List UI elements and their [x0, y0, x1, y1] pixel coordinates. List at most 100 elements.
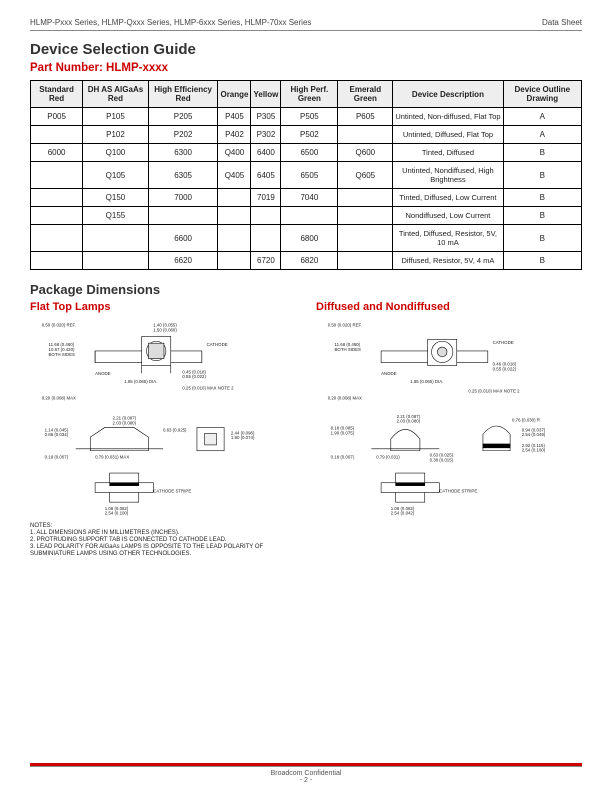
table-cell	[218, 207, 251, 225]
table-cell: Untinted, Non-diffused, Flat Top	[393, 108, 503, 126]
table-cell: 6400	[251, 144, 281, 162]
svg-text:2.03 (0.080): 2.03 (0.080)	[397, 419, 421, 424]
svg-text:0.79 (0.031) MAX: 0.79 (0.031) MAX	[95, 455, 129, 460]
table-cell: P102	[83, 126, 149, 144]
section-title: Device Selection Guide	[30, 41, 582, 58]
table-row: Q155Nondiffused, Low CurrentB	[31, 207, 582, 225]
table-cell	[31, 252, 83, 270]
table-cell: 6500	[281, 144, 338, 162]
svg-text:0.18 (0.007): 0.18 (0.007)	[331, 455, 355, 460]
page-header: HLMP-Pxxx Series, HLMP-Qxxx Series, HLMP…	[30, 18, 582, 31]
diffused-heading: Diffused and Nondiffused	[316, 301, 582, 313]
page-footer: Broadcom Confidential - 2 -	[30, 766, 582, 784]
flat-top-column: Flat Top Lamps 0.50 (0.020) REF. 1.40 (0…	[30, 301, 296, 517]
table-cell: A	[503, 126, 581, 144]
diffused-diagram-side: 2.21 (0.087) 2.03 (0.080) 8.18 (0.085) 1…	[316, 410, 582, 517]
table-cell: B	[503, 252, 581, 270]
table-header: Emerald Green	[338, 81, 393, 108]
footer-conf: Broadcom Confidential	[30, 770, 582, 777]
table-cell: 6505	[281, 162, 338, 189]
note-3: 3. LEAD POLARITY FOR AlGaAs LAMPS IS OPP…	[30, 544, 290, 558]
table-cell: P402	[218, 126, 251, 144]
table-header: Device Outline Drawing	[503, 81, 581, 108]
selection-table: Standard RedDH AS AlGaAs RedHigh Efficie…	[30, 80, 582, 270]
svg-text:0.63 (0.025): 0.63 (0.025)	[163, 428, 187, 433]
table-cell	[148, 207, 218, 225]
table-header: Yellow	[251, 81, 281, 108]
table-cell: B	[503, 207, 581, 225]
pkg-title: Package Dimensions	[30, 282, 582, 297]
table-cell	[251, 207, 281, 225]
table-header: DH AS AlGaAs Red	[83, 81, 149, 108]
table-cell: 6600	[148, 225, 218, 252]
table-cell: Untinted, Nondiffused, High Brightness	[393, 162, 503, 189]
table-cell: P105	[83, 108, 149, 126]
svg-text:CATHODE: CATHODE	[207, 342, 228, 347]
header-left: HLMP-Pxxx Series, HLMP-Qxxx Series, HLMP…	[30, 18, 311, 27]
svg-text:CATHODE: CATHODE	[493, 340, 514, 345]
svg-text:0.55 (0.022): 0.55 (0.022)	[182, 374, 206, 379]
table-header: Orange	[218, 81, 251, 108]
table-row: P102P202P402P302P502Untinted, Diffused, …	[31, 126, 582, 144]
svg-text:2.03 (0.080): 2.03 (0.080)	[113, 421, 137, 426]
table-cell: 6820	[281, 252, 338, 270]
table-cell	[31, 225, 83, 252]
table-cell	[338, 207, 393, 225]
svg-text:0.18 (0.007): 0.18 (0.007)	[45, 455, 69, 460]
notes-label: NOTES:	[30, 523, 582, 530]
table-cell	[218, 252, 251, 270]
table-cell	[338, 225, 393, 252]
table-cell: 6405	[251, 162, 281, 189]
svg-text:0.20 (0.008) MAX: 0.20 (0.008) MAX	[328, 395, 362, 400]
table-cell: 6620	[148, 252, 218, 270]
table-cell: A	[503, 108, 581, 126]
svg-text:BOTH SIDES: BOTH SIDES	[335, 347, 361, 352]
table-cell: P202	[148, 126, 218, 144]
table-cell	[31, 126, 83, 144]
table-cell: 7000	[148, 189, 218, 207]
svg-text:0.20 (0.008) MAX: 0.20 (0.008) MAX	[42, 395, 76, 400]
svg-text:2.54 (0.049): 2.54 (0.049)	[522, 432, 546, 437]
table-cell: P505	[281, 108, 338, 126]
table-row: 6620 67206820 Diffused, Resistor, 5V, 4 mA…	[31, 252, 582, 270]
table-cell	[281, 207, 338, 225]
header-right: Data Sheet	[542, 18, 582, 27]
svg-text:0.86 (0.034): 0.86 (0.034)	[45, 432, 69, 437]
table-cell: Q100	[83, 144, 149, 162]
svg-text:0.79 (0.031): 0.79 (0.031)	[376, 455, 400, 460]
table-cell: 6300	[148, 144, 218, 162]
table-cell: Untinted, Diffused, Flat Top	[393, 126, 503, 144]
table-cell: Q150	[83, 189, 149, 207]
table-cell: P005	[31, 108, 83, 126]
table-header: High Efficiency Red	[148, 81, 218, 108]
table-cell: 6800	[281, 225, 338, 252]
svg-text:1.50 (0.060): 1.50 (0.060)	[153, 328, 177, 333]
table-cell: Q405	[218, 162, 251, 189]
svg-text:CATHODE STRIPE: CATHODE STRIPE	[153, 489, 191, 494]
table-cell	[83, 225, 149, 252]
svg-text:1.90 (0.074): 1.90 (0.074)	[231, 435, 255, 440]
diffused-column: Diffused and Nondiffused 0.50 (0.020) RE…	[316, 301, 582, 517]
table-cell	[338, 126, 393, 144]
table-cell: Q605	[338, 162, 393, 189]
table-cell: B	[503, 225, 581, 252]
svg-text:2.54 (0.042): 2.54 (0.042)	[391, 511, 415, 516]
table-row: P005P105P205P405P305P505P605Untinted, No…	[31, 108, 582, 126]
table-header: Standard Red	[31, 81, 83, 108]
svg-text:0.25 (0.010) MAX NOTE 2: 0.25 (0.010) MAX NOTE 2	[182, 386, 234, 391]
table-cell: Diffused, Resistor, 5V, 4 mA	[393, 252, 503, 270]
footer-page: - 2 -	[30, 777, 582, 784]
table-cell: P305	[251, 108, 281, 126]
table-cell: B	[503, 162, 581, 189]
table-cell	[83, 252, 149, 270]
table-cell: 6720	[251, 252, 281, 270]
table-cell: Tinted, Diffused, Resistor, 5V, 10 mA	[393, 225, 503, 252]
table-cell: Tinted, Diffused	[393, 144, 503, 162]
table-header: High Perf. Green	[281, 81, 338, 108]
table-cell	[338, 252, 393, 270]
table-row: 6000Q1006300Q40064006500Q600Tinted, Diff…	[31, 144, 582, 162]
table-header: Device Description	[393, 81, 503, 108]
note-2: 2. PROTRUDING SUPPORT TAB IS CONNECTED T…	[30, 537, 582, 544]
svg-text:1.90 (0.075): 1.90 (0.075)	[331, 431, 355, 436]
table-cell: 7019	[251, 189, 281, 207]
